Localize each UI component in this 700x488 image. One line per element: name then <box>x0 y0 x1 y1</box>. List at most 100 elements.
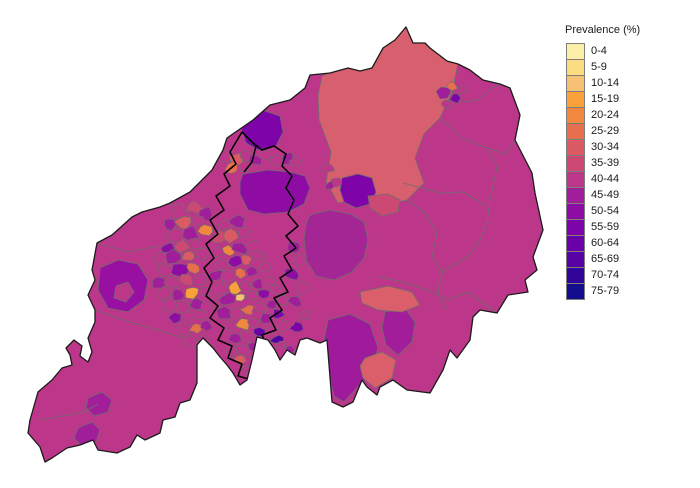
map-cell <box>223 228 239 244</box>
legend-swatch <box>566 283 585 300</box>
map-cell <box>197 224 213 236</box>
map-cell <box>246 266 259 278</box>
map-cell <box>239 304 255 316</box>
legend-bin-label: 50-54 <box>591 205 620 217</box>
map-cell <box>189 297 204 310</box>
legend-swatch <box>566 267 585 284</box>
map-cell <box>172 204 189 220</box>
map-boundary <box>439 117 498 273</box>
legend-row: 0-4 <box>566 43 698 60</box>
map-cell <box>324 180 335 190</box>
map-cell <box>174 239 192 253</box>
map-layers <box>28 27 543 462</box>
map-cell <box>192 273 208 286</box>
map-cell <box>259 312 272 324</box>
map-cell <box>237 226 252 238</box>
map-cell <box>235 267 247 280</box>
map-cell <box>269 284 283 296</box>
map-cell <box>456 85 468 94</box>
legend-swatch <box>566 91 585 108</box>
legend-swatch <box>566 219 585 236</box>
legend-row: 55-59 <box>566 219 698 236</box>
map-cell <box>257 261 272 273</box>
legend-row: 60-64 <box>566 235 698 252</box>
legend-row: 30-34 <box>566 139 698 156</box>
district-outline-spur <box>241 131 257 173</box>
map-cell <box>220 269 237 283</box>
map-cell <box>153 251 167 265</box>
map-cell <box>224 320 238 332</box>
map-cell <box>245 290 259 301</box>
map-cell <box>196 309 209 321</box>
map-cell <box>162 298 177 312</box>
map-cell <box>235 318 250 331</box>
legend-bin-label: 0-4 <box>591 45 607 57</box>
map-cell <box>259 149 272 161</box>
legend-bin-label: 35-39 <box>591 157 620 169</box>
map-cell <box>178 273 193 287</box>
legend-bin-label: 45-49 <box>591 189 620 201</box>
legend-swatch <box>566 59 585 76</box>
legend-swatch <box>566 171 585 188</box>
map-region-pink-hole-west <box>113 281 135 303</box>
legend-row: 25-29 <box>566 123 698 140</box>
map-cell <box>214 282 231 296</box>
map-cell <box>257 289 271 299</box>
map-cell <box>252 278 263 290</box>
legend-swatch <box>566 75 585 92</box>
map-cell <box>275 293 289 307</box>
map-cell <box>259 363 272 376</box>
map-cell <box>286 240 302 254</box>
map-cell <box>288 156 301 167</box>
legend-bin-label: 30-34 <box>591 141 620 153</box>
map-cell <box>254 302 267 313</box>
map-cell <box>288 321 304 333</box>
map-cell <box>449 93 462 104</box>
map-cell <box>228 280 242 295</box>
map-cell <box>156 286 172 301</box>
legend-row: 15-19 <box>566 91 698 108</box>
legend-bin-label: 5-9 <box>591 61 607 73</box>
legend-swatch <box>566 123 585 140</box>
map-cell <box>200 320 213 332</box>
legend-row: 45-49 <box>566 187 698 204</box>
legend-bin-label: 70-74 <box>591 269 620 281</box>
map-region-pink-northeast-patch <box>367 193 401 217</box>
legend-bin-label: 55-59 <box>591 221 620 233</box>
legend-bin-label: 60-64 <box>591 237 620 249</box>
map-cell <box>320 162 336 174</box>
map-boundary <box>406 199 449 311</box>
map-cell <box>440 99 452 110</box>
map-cell <box>253 375 264 384</box>
map-cell <box>252 250 265 261</box>
map-boundary <box>379 276 498 314</box>
map-cell <box>164 218 177 231</box>
map-cell <box>176 322 193 336</box>
legend-bin-label: 10-14 <box>591 77 620 89</box>
map-cell <box>157 264 174 278</box>
map-region-purple-southwest-a <box>85 391 113 417</box>
map-cell <box>183 334 198 349</box>
map-cell <box>186 262 200 275</box>
map-boundary <box>39 403 99 421</box>
map-cell <box>249 366 262 378</box>
map-cell <box>185 286 199 300</box>
map-cell <box>182 225 199 241</box>
legend-bin-label: 75-79 <box>591 285 620 297</box>
legend-row: 10-14 <box>566 75 698 92</box>
legend-bin-label: 40-44 <box>591 173 620 185</box>
map-cell <box>241 254 253 266</box>
legend-row: 40-44 <box>566 171 698 188</box>
map-cell <box>274 340 286 349</box>
map-cell <box>299 309 310 321</box>
legend-swatch <box>566 203 585 220</box>
map-outline <box>27 26 544 463</box>
map-legend: Prevalence (%) 0-4 5-9 10-14 15-19 20-24 25-2… <box>556 24 698 300</box>
map-cell <box>240 365 250 375</box>
map-boundary <box>486 139 516 155</box>
map-region-salmon-southeast-b <box>359 351 397 389</box>
legend-swatch <box>566 251 585 268</box>
map-cell <box>294 281 311 296</box>
